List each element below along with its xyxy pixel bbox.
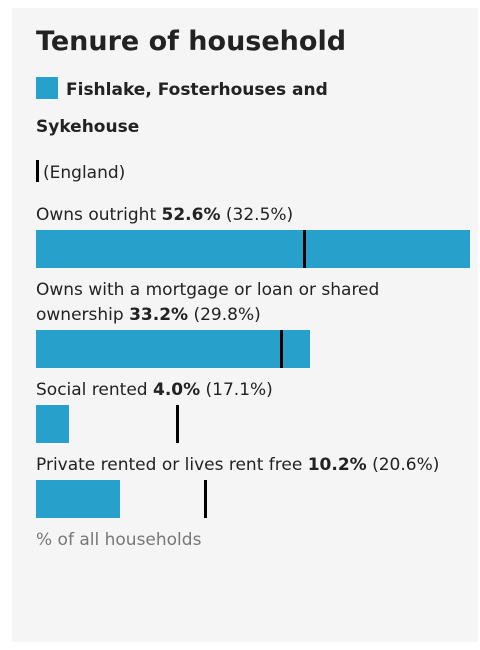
comparison-marker bbox=[302, 230, 306, 268]
legend-swatch bbox=[36, 77, 58, 99]
category-label: Owns with a mortgage or loan or shared o… bbox=[36, 278, 470, 328]
bar-track bbox=[36, 330, 470, 368]
category-label: Private rented or lives rent free 10.2% … bbox=[36, 453, 470, 478]
comparison-marker bbox=[175, 405, 179, 443]
rows: Owns outright 52.6% (32.5%) Owns with a m… bbox=[36, 203, 470, 518]
category-name: Owns outright bbox=[36, 205, 157, 225]
comparison-label: (20.6%) bbox=[372, 455, 440, 475]
row: Owns outright 52.6% (32.5%) bbox=[36, 203, 470, 268]
legend-swatch bbox=[36, 160, 39, 182]
bar bbox=[36, 330, 310, 368]
comparison-label: (17.1%) bbox=[205, 380, 273, 400]
value-label: 33.2% bbox=[129, 305, 189, 325]
category-label: Owns outright 52.6% (32.5%) bbox=[36, 203, 470, 228]
bar-track bbox=[36, 230, 470, 268]
comparison-marker bbox=[204, 480, 208, 518]
row: Social rented 4.0% (17.1%) bbox=[36, 378, 470, 443]
axis-label: % of all households bbox=[36, 530, 202, 550]
value-label: 10.2% bbox=[307, 455, 367, 475]
comparison-label: (32.5%) bbox=[225, 205, 294, 225]
bar-track bbox=[36, 480, 470, 518]
category-name: Social rented bbox=[36, 380, 148, 400]
bar bbox=[36, 480, 121, 518]
legend-entry: Fishlake, Fosterhouses and Sykehouse bbox=[36, 72, 376, 146]
chart: Tenure of household Fishlake, Fosterhous… bbox=[36, 24, 470, 553]
legend-label: (England) bbox=[43, 163, 126, 183]
value-label: 52.6% bbox=[161, 205, 221, 225]
bar-track bbox=[36, 405, 470, 443]
row: Private rented or lives rent free 10.2% … bbox=[36, 453, 470, 518]
category-name: Private rented or lives rent free bbox=[36, 455, 303, 475]
bar bbox=[36, 405, 69, 443]
row: Owns with a mortgage or loan or shared o… bbox=[36, 278, 470, 368]
category-label: Social rented 4.0% (17.1%) bbox=[36, 378, 470, 403]
category-name: Owns with a mortgage or loan or shared o… bbox=[36, 280, 380, 325]
comparison-marker bbox=[280, 330, 284, 368]
chart-title: Tenure of household bbox=[36, 26, 347, 57]
value-label: 4.0% bbox=[152, 380, 201, 400]
comparison-label: (29.8%) bbox=[193, 305, 261, 325]
chart-panel: Tenure of household Fishlake, Fosterhous… bbox=[12, 8, 478, 642]
legend-entry: (England) bbox=[36, 160, 470, 185]
legend-label: Fishlake, Fosterhouses and Sykehouse bbox=[36, 80, 328, 137]
bar bbox=[36, 230, 470, 268]
